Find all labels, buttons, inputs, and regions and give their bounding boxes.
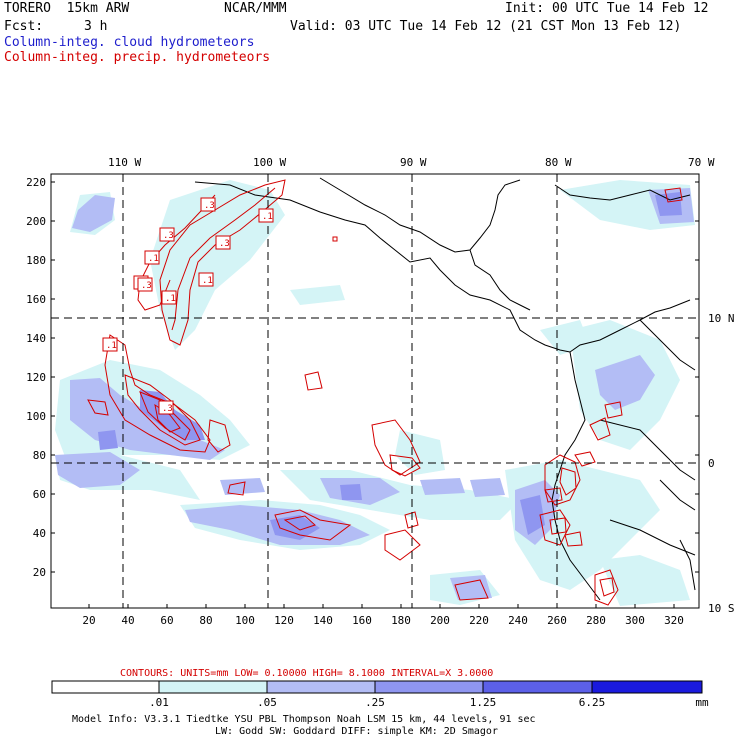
svg-text:.1: .1	[148, 254, 159, 264]
lon-label: 110 W	[108, 156, 141, 169]
precip-contours	[87, 179, 683, 606]
colorbar-label: 6.25	[579, 696, 606, 709]
x-tick-label: 240	[508, 614, 528, 627]
contour-label: .3	[215, 235, 231, 250]
x-tick-label: 80	[199, 614, 212, 627]
y-tick-label: 160	[26, 293, 46, 306]
colorbar-bin	[482, 680, 593, 694]
y-tick-marks	[51, 181, 699, 573]
lat-label: 10 S	[708, 602, 735, 615]
contour-label: .3	[158, 400, 174, 415]
colorbar-bin	[51, 680, 160, 694]
contour-label: .1	[102, 337, 118, 352]
lat-lon-grid	[51, 174, 699, 608]
x-tick-label: 280	[586, 614, 606, 627]
x-tick-label: 160	[352, 614, 372, 627]
x-tick-label: 220	[469, 614, 489, 627]
valid-time: Valid: 03 UTC Tue 14 Feb 12 (21 CST Mon …	[290, 19, 682, 34]
lon-label: 90 W	[400, 156, 427, 169]
model-info: Model Info: V3.3.1 Tiedtke YSU PBL Thomp…	[72, 714, 536, 725]
svg-text:.1: .1	[165, 294, 176, 304]
colorbar-label: .25	[365, 696, 385, 709]
svg-text:.3: .3	[219, 239, 230, 249]
svg-text:.3: .3	[141, 281, 152, 291]
x-tick-label: 140	[313, 614, 333, 627]
x-tick-label: 60	[160, 614, 173, 627]
y-grid-ticks: 220 200 180 160 140 120 100 80 60 40 20	[26, 176, 46, 579]
colorbar-bin	[591, 680, 703, 694]
x-tick-label: 200	[430, 614, 450, 627]
contour-label: .1	[144, 250, 160, 265]
contour-label: .3	[159, 227, 175, 242]
y-tick-label: 200	[26, 215, 46, 228]
x-grid-ticks: 20 40 60 80 100 120 140 160 180 200 220 …	[82, 614, 684, 627]
svg-text:.3: .3	[204, 201, 215, 211]
contour-label: .1	[258, 208, 274, 223]
x-tick-label: 300	[625, 614, 645, 627]
y-tick-label: 80	[33, 449, 46, 462]
lat-label: 0	[708, 457, 715, 470]
field-precip-label: Column-integ. precip. hydrometeors	[4, 50, 271, 65]
cloud-dark-shading	[98, 192, 682, 540]
colorbar-bin	[374, 680, 484, 694]
lat-label: 10 N	[708, 312, 735, 325]
lon-label: 100 W	[253, 156, 286, 169]
colorbar	[51, 680, 703, 694]
y-tick-label: 180	[26, 254, 46, 267]
plot-frame	[50, 173, 700, 609]
field-cloud-label: Column-integ. cloud hydrometeors	[4, 35, 255, 50]
x-tick-label: 20	[82, 614, 95, 627]
y-tick-label: 140	[26, 332, 46, 345]
svg-text:.1: .1	[262, 212, 273, 222]
colorbar-bin	[266, 680, 376, 694]
y-tick-label: 40	[33, 527, 46, 540]
latitude-labels: 10 N 0 10 S	[708, 312, 735, 615]
colorbar-label: 1.25	[470, 696, 497, 709]
lon-label: 70 W	[688, 156, 715, 169]
y-tick-label: 220	[26, 176, 46, 189]
colorbar-unit: mm	[695, 696, 709, 709]
forecast-hour: 3 h	[84, 19, 108, 34]
contour-info: CONTOURS: UNITS=mm LOW= 0.10000 HIGH= 8.…	[120, 668, 493, 679]
x-tick-label: 120	[274, 614, 294, 627]
x-tick-label: 260	[547, 614, 567, 627]
svg-text:.3: .3	[163, 231, 174, 241]
colorbar-label: .05	[257, 696, 277, 709]
org-label: NCAR/MMM	[224, 1, 287, 16]
lon-label: 80 W	[545, 156, 572, 169]
y-tick-label: 120	[26, 371, 46, 384]
contour-label: .3	[200, 197, 216, 212]
contour-labels: .1 .1 .3 .1 .3 .1 .3 .1 .1 .3 .3	[102, 197, 274, 415]
svg-text:.1: .1	[202, 276, 213, 286]
y-tick-label: 100	[26, 410, 46, 423]
y-tick-label: 20	[33, 566, 46, 579]
svg-text:.3: .3	[162, 404, 173, 414]
contour-label: .3	[137, 277, 153, 292]
longitude-labels: 110 W 100 W 90 W 80 W 70 W	[108, 156, 715, 169]
x-tick-label: 40	[121, 614, 134, 627]
contour-label: .1	[198, 272, 214, 287]
init-time: Init: 00 UTC Tue 14 Feb 12	[505, 1, 709, 16]
colorbar-bin	[158, 680, 268, 694]
colorbar-label: .01	[149, 696, 169, 709]
y-tick-label: 60	[33, 488, 46, 501]
x-tick-label: 100	[235, 614, 255, 627]
x-tick-marks	[88, 604, 675, 608]
contour-label: .1	[161, 290, 177, 305]
x-tick-label: 180	[391, 614, 411, 627]
x-tick-label: 320	[664, 614, 684, 627]
svg-text:.1: .1	[106, 341, 117, 351]
model-title: TORERO 15km ARW	[4, 1, 130, 16]
forecast-label: Fcst:	[4, 19, 44, 34]
colorbar-labels: .01 .05 .25 1.25 6.25 mm	[149, 696, 709, 709]
shaded-fields	[55, 180, 695, 606]
physics-info: LW: Godd SW: Goddard DIFF: simple KM: 2D…	[215, 726, 498, 737]
